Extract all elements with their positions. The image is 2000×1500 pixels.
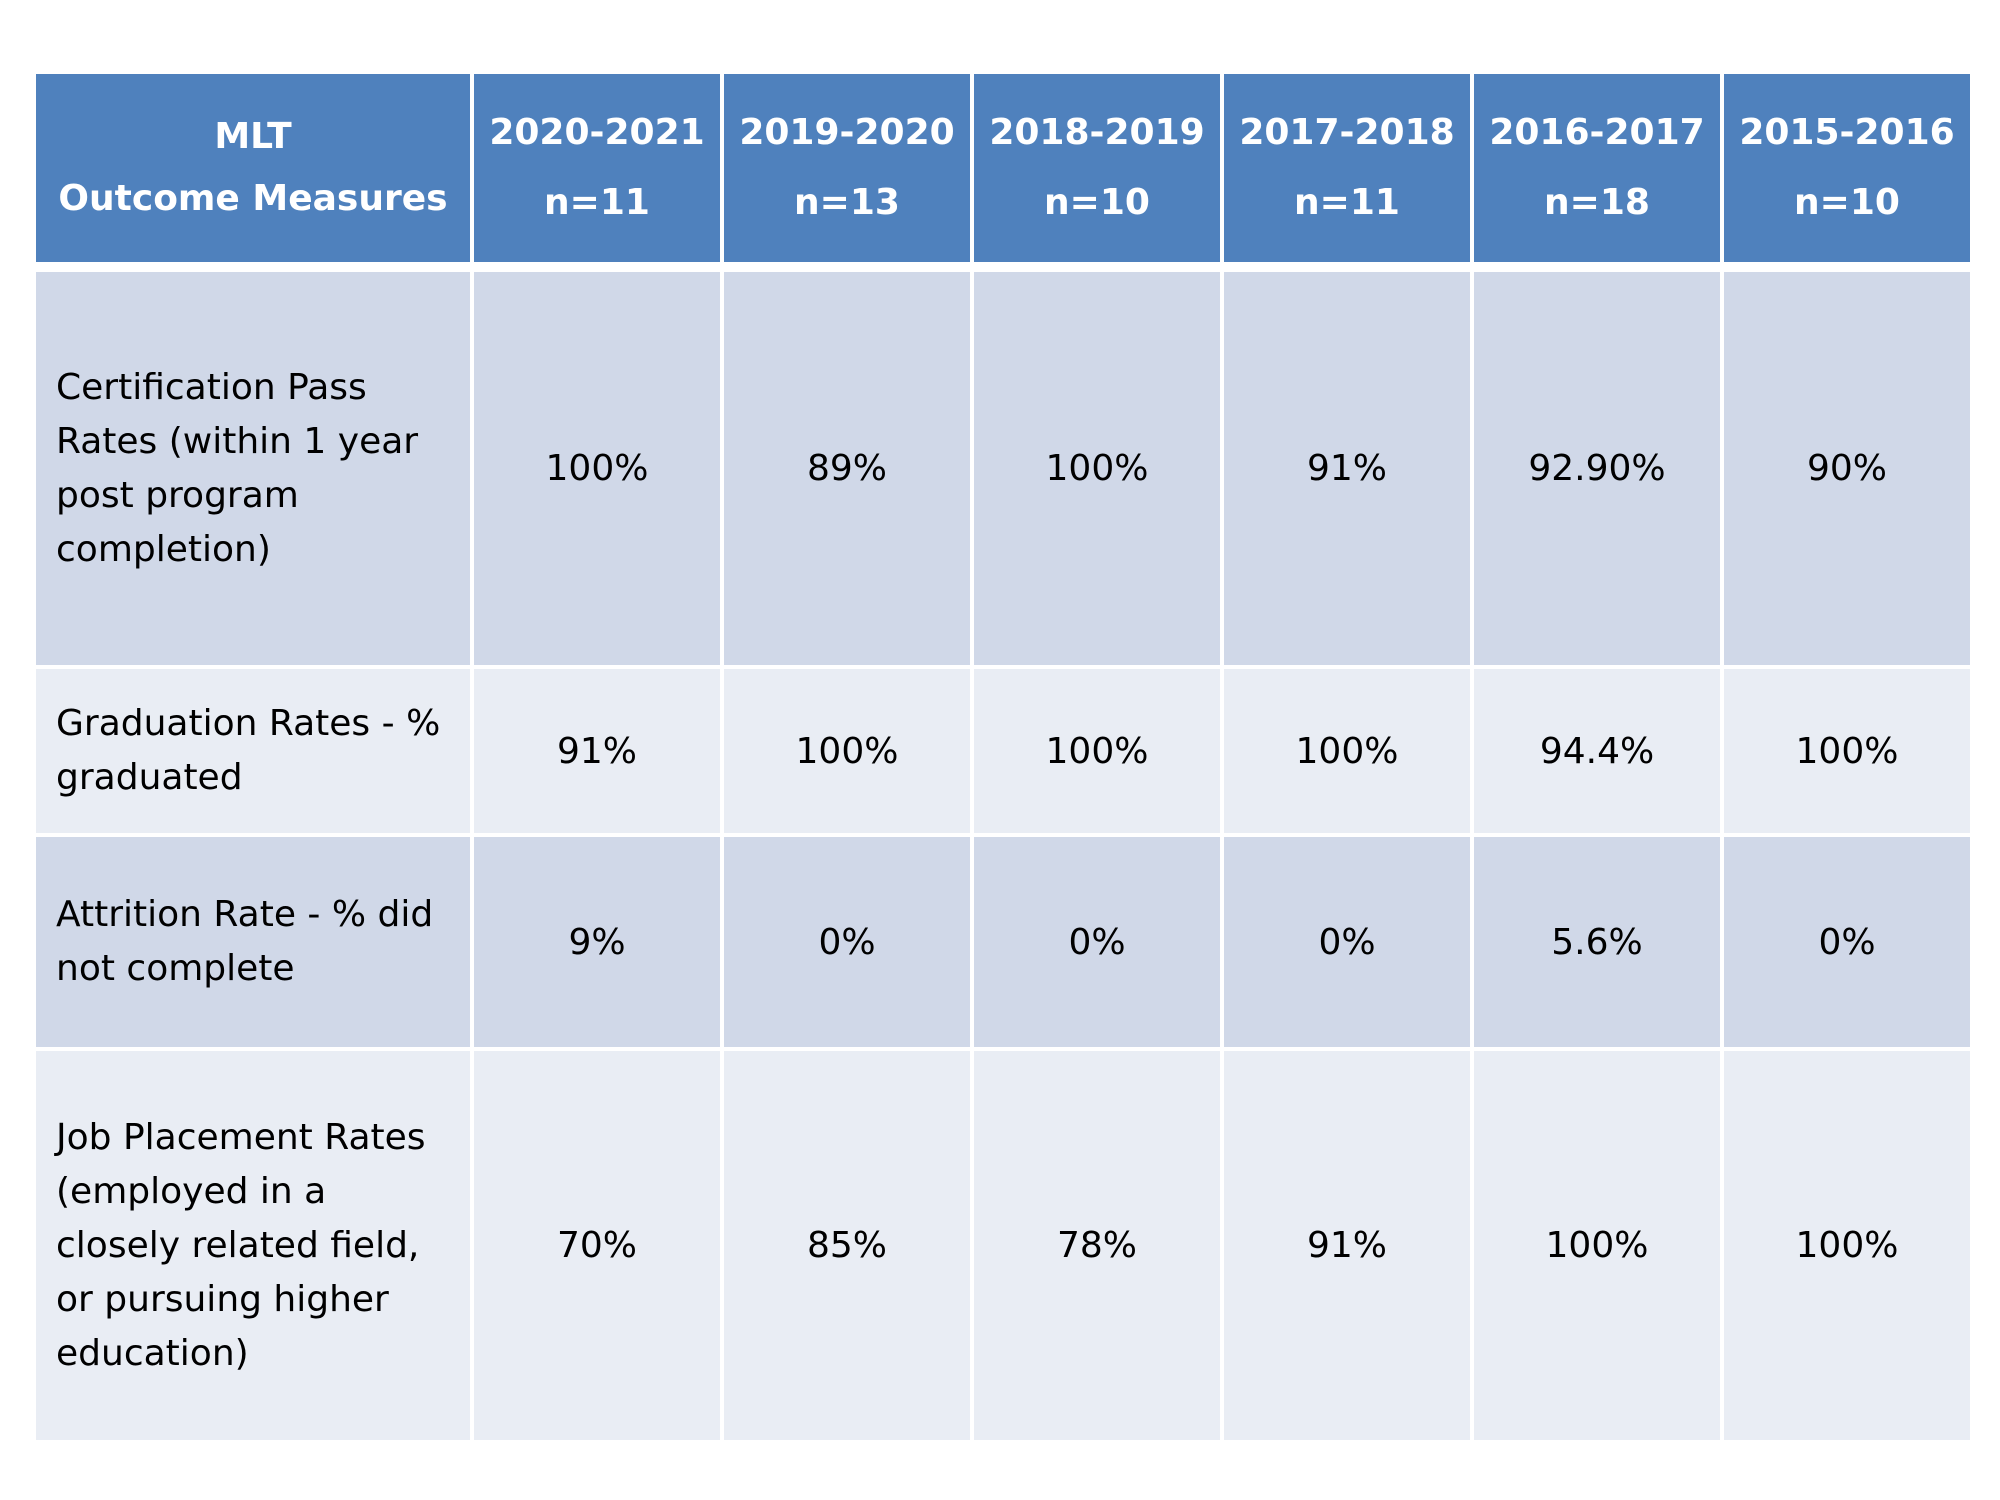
table-cell: 100% — [970, 265, 1224, 669]
table-cell: 91% — [1220, 1047, 1474, 1444]
table-cell: 70% — [470, 1047, 724, 1444]
header-year-2017-2018: 2017-2018 n=11 — [1220, 70, 1474, 272]
row-label-line: or pursuing higher — [56, 1278, 389, 1320]
year-count: n=11 — [1294, 182, 1400, 223]
table-cell: 91% — [470, 665, 724, 837]
header-title-line: MLT — [214, 116, 292, 157]
header-year-2016-2017: 2016-2017 n=18 — [1470, 70, 1724, 272]
row-label-line: Certification Pass — [56, 366, 367, 408]
row-label: Graduation Rates - % graduated — [32, 665, 474, 837]
year-count: n=10 — [1044, 182, 1150, 223]
row-certification-pass-rates: Certification Pass Rates (within 1 year … — [32, 265, 1974, 669]
table-cell: 94.4% — [1470, 665, 1724, 837]
table-cell: 100% — [470, 265, 724, 669]
year-count: n=11 — [544, 182, 650, 223]
table-cell: 100% — [970, 665, 1224, 837]
year-count: n=10 — [1794, 182, 1900, 223]
year-label: 2017-2018 — [1239, 112, 1455, 153]
outcome-measures-table: MLT Outcome Measures 2020-2021 n=11 2019… — [32, 70, 1974, 1444]
row-label-line: Job Placement Rates — [56, 1116, 426, 1158]
table-cell: 100% — [1470, 1047, 1724, 1444]
header-year-2020-2021: 2020-2021 n=11 — [470, 70, 724, 272]
row-label: Job Placement Rates (employed in a close… — [32, 1047, 474, 1444]
table-cell: 0% — [1220, 833, 1474, 1051]
table-cell: 78% — [970, 1047, 1224, 1444]
header-row: MLT Outcome Measures 2020-2021 n=11 2019… — [32, 70, 1974, 272]
table-cell: 100% — [1720, 1047, 1974, 1444]
row-job-placement-rates: Job Placement Rates (employed in a close… — [32, 1047, 1974, 1444]
row-attrition-rate: Attrition Rate - % did not complete 9% 0… — [32, 833, 1974, 1051]
header-year-2015-2016: 2015-2016 n=10 — [1720, 70, 1974, 272]
row-label-line: not complete — [56, 948, 295, 989]
year-label: 2018-2019 — [989, 112, 1205, 153]
header-year-2019-2020: 2019-2020 n=13 — [720, 70, 974, 272]
row-graduation-rates: Graduation Rates - % graduated 91% 100% … — [32, 665, 1974, 837]
table-cell: 92.90% — [1470, 265, 1724, 669]
year-label: 2015-2016 — [1739, 112, 1955, 153]
header-year-2018-2019: 2018-2019 n=10 — [970, 70, 1224, 272]
table-cell: 0% — [970, 833, 1224, 1051]
year-count: n=13 — [794, 182, 900, 223]
year-count: n=18 — [1544, 182, 1650, 223]
table-cell: 100% — [720, 665, 974, 837]
row-label-line: graduated — [56, 757, 243, 798]
row-label-line: (employed in a — [56, 1170, 327, 1212]
row-label: Attrition Rate - % did not complete — [32, 833, 474, 1051]
header-outcome-measures: MLT Outcome Measures — [32, 70, 474, 272]
table-cell: 0% — [720, 833, 974, 1051]
table-cell: 89% — [720, 265, 974, 669]
table-cell: 5.6% — [1470, 833, 1724, 1051]
table-cell: 9% — [470, 833, 724, 1051]
table-cell: 100% — [1220, 665, 1474, 837]
table-cell: 85% — [720, 1047, 974, 1444]
year-label: 2020-2021 — [489, 112, 705, 153]
row-label-line: completion) — [56, 528, 271, 570]
table-cell: 0% — [1720, 833, 1974, 1051]
year-label: 2016-2017 — [1489, 112, 1705, 153]
header-title-line: Outcome Measures — [58, 178, 448, 219]
row-label-line: education) — [56, 1332, 249, 1374]
year-label: 2019-2020 — [739, 112, 955, 153]
row-label-line: post program — [56, 474, 299, 516]
row-label-line: Rates (within 1 year — [56, 420, 419, 462]
row-label-line: Attrition Rate - % did — [56, 894, 434, 935]
row-label-line: closely related field, — [56, 1224, 420, 1266]
row-label: Certification Pass Rates (within 1 year … — [32, 265, 474, 669]
row-label-line: Graduation Rates - % — [56, 703, 441, 744]
table-cell: 90% — [1720, 265, 1974, 669]
table-cell: 91% — [1220, 265, 1474, 669]
table-cell: 100% — [1720, 665, 1974, 837]
